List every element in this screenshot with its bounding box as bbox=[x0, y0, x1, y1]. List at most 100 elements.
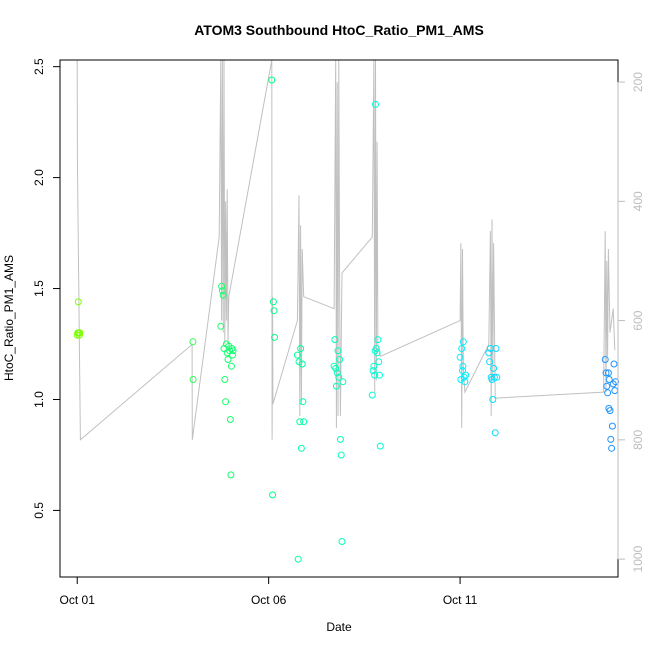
data-point bbox=[339, 378, 347, 386]
data-point bbox=[371, 371, 379, 379]
y-tick-label: 0.5 bbox=[32, 502, 46, 519]
data-point bbox=[608, 444, 616, 452]
data-point bbox=[461, 378, 469, 386]
y2-tick-label: 1000 bbox=[631, 545, 645, 572]
data-point bbox=[462, 371, 470, 379]
x-axis-label: Date bbox=[326, 620, 352, 634]
data-point bbox=[373, 349, 381, 357]
points-layer bbox=[73, 76, 620, 563]
data-point bbox=[226, 416, 234, 423]
data-point bbox=[227, 362, 235, 370]
data-point bbox=[492, 345, 500, 352]
data-point bbox=[374, 336, 382, 344]
data-point bbox=[332, 364, 340, 372]
data-point bbox=[335, 373, 343, 381]
data-point bbox=[485, 349, 493, 357]
data-point bbox=[222, 340, 230, 348]
data-point bbox=[270, 307, 278, 315]
data-point bbox=[218, 287, 226, 295]
x-tick-label: Oct 11 bbox=[443, 593, 478, 607]
altitude-line bbox=[76, 59, 616, 441]
data-point bbox=[218, 282, 226, 290]
y2-tick-label: 600 bbox=[631, 310, 645, 330]
data-point bbox=[368, 391, 376, 399]
data-point bbox=[369, 367, 377, 375]
data-point bbox=[336, 435, 344, 443]
data-point bbox=[493, 373, 501, 381]
y-tick-label: 2.0 bbox=[32, 169, 46, 186]
data-point bbox=[602, 369, 610, 377]
y2-axis: 200 400 600 800 1000 bbox=[617, 72, 645, 572]
y-tick-label: 1.5 bbox=[32, 280, 46, 297]
data-point bbox=[605, 376, 613, 383]
data-point bbox=[227, 471, 235, 479]
data-point bbox=[609, 380, 617, 388]
data-point bbox=[603, 382, 611, 390]
data-point bbox=[375, 358, 383, 366]
data-point bbox=[337, 451, 345, 459]
data-point bbox=[299, 398, 307, 406]
data-point bbox=[332, 382, 340, 390]
data-point bbox=[611, 387, 619, 395]
data-point bbox=[331, 336, 339, 344]
y2-tick-label: 200 bbox=[631, 72, 645, 92]
data-point bbox=[221, 376, 229, 383]
data-point bbox=[300, 418, 308, 426]
data-point bbox=[459, 338, 467, 346]
y2-tick-label: 400 bbox=[631, 191, 645, 211]
data-point bbox=[76, 329, 84, 337]
data-point bbox=[605, 404, 613, 412]
x-axis: Oct 01 Oct 06 Oct 11 bbox=[60, 576, 478, 607]
y-axis: 0.5 1.0 1.5 2.0 2.5 bbox=[32, 58, 61, 519]
data-point bbox=[334, 347, 342, 355]
data-point bbox=[271, 333, 278, 341]
data-point bbox=[489, 396, 497, 403]
chart-title: ATOM3 Southbound HtoC_Ratio_PM1_AMS bbox=[194, 22, 484, 38]
y-tick-label: 2.5 bbox=[32, 58, 46, 75]
data-point bbox=[222, 398, 230, 406]
data-point bbox=[297, 444, 305, 452]
data-point bbox=[604, 389, 612, 397]
data-point bbox=[296, 418, 304, 426]
data-point bbox=[376, 371, 383, 379]
data-point bbox=[219, 291, 227, 299]
data-point bbox=[376, 442, 384, 450]
data-point bbox=[372, 100, 379, 108]
data-point bbox=[486, 358, 494, 366]
data-point bbox=[298, 360, 306, 368]
data-point bbox=[269, 491, 277, 499]
data-point bbox=[333, 369, 341, 377]
data-point bbox=[189, 376, 197, 383]
data-point bbox=[229, 347, 237, 355]
data-point bbox=[293, 351, 301, 359]
data-point bbox=[457, 376, 465, 383]
data-point bbox=[224, 356, 232, 363]
data-point bbox=[370, 362, 378, 370]
data-point bbox=[459, 367, 466, 375]
data-point bbox=[608, 422, 616, 430]
x-tick-label: Oct 01 bbox=[60, 593, 96, 607]
data-point bbox=[459, 362, 467, 370]
y2-tick-label: 800 bbox=[631, 430, 645, 450]
data-point bbox=[189, 338, 197, 346]
data-point bbox=[601, 356, 609, 363]
data-point bbox=[458, 345, 466, 352]
data-point bbox=[229, 351, 236, 359]
data-point bbox=[371, 347, 379, 355]
y-axis-label: HtoC_Ratio_PM1_AMS bbox=[2, 255, 16, 381]
data-point bbox=[338, 538, 346, 545]
altitude-layer bbox=[76, 59, 616, 441]
data-point bbox=[604, 369, 612, 377]
data-point bbox=[491, 429, 499, 437]
x-tick-label: Oct 06 bbox=[251, 593, 287, 607]
data-point bbox=[74, 298, 82, 306]
data-point bbox=[490, 364, 498, 372]
data-point bbox=[294, 555, 302, 563]
data-point bbox=[456, 353, 464, 361]
data-point bbox=[330, 362, 338, 370]
data-point bbox=[612, 378, 620, 386]
data-point bbox=[490, 373, 498, 381]
y-tick-label: 1.0 bbox=[32, 391, 46, 408]
data-point bbox=[336, 356, 344, 363]
